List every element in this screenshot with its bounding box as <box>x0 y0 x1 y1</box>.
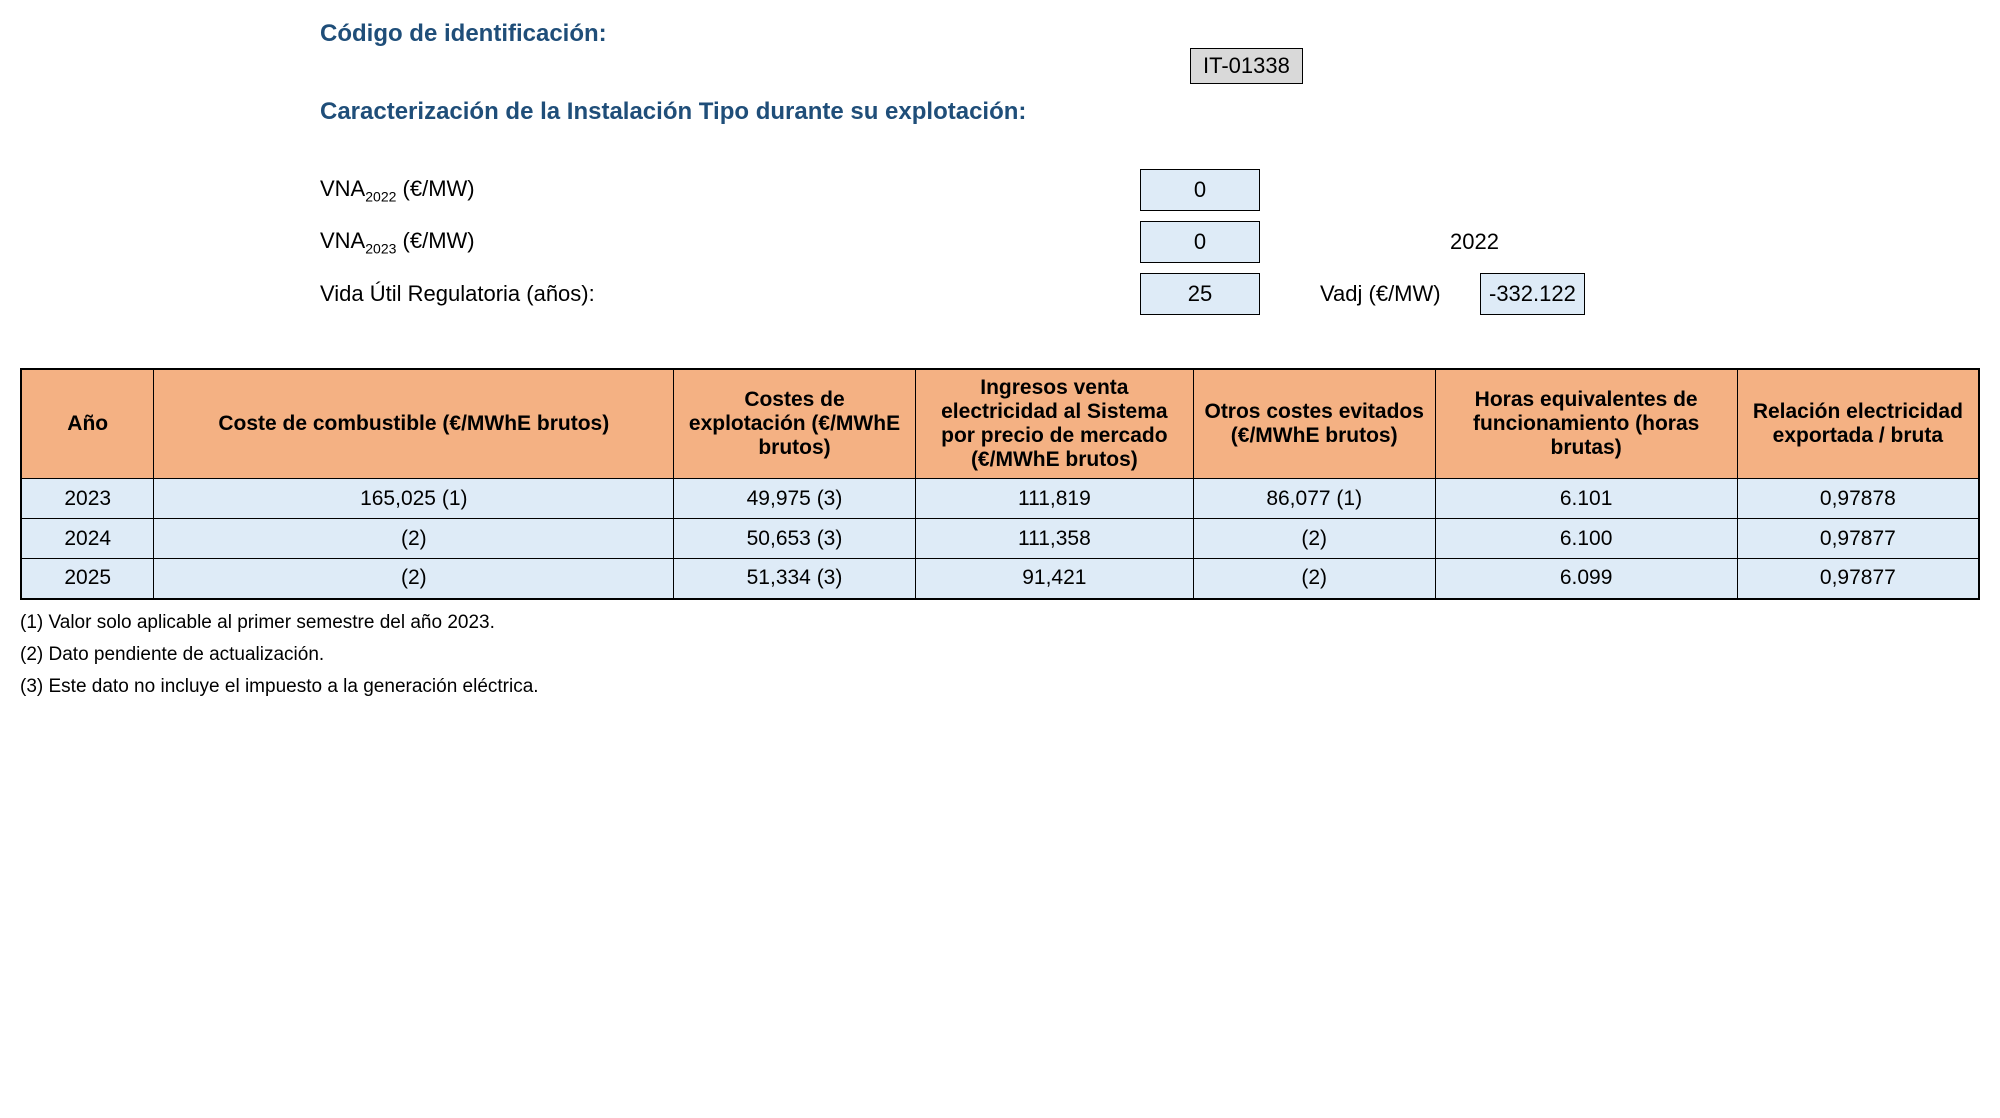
col-comb: Coste de combustible (€/MWhE brutos) <box>154 369 674 479</box>
vna2022-value: 0 <box>1140 169 1260 211</box>
table-cell: 6.101 <box>1435 479 1737 519</box>
footnote: (2) Dato pendiente de actualización. <box>20 644 1980 666</box>
table-row: 2025(2)51,334 (3)91,421(2)6.0990,97877 <box>21 559 1979 599</box>
vadj-value: -332.122 <box>1480 273 1585 315</box>
id-row: Código de identificación: IT-01338 <box>20 20 1980 48</box>
table-cell: 111,819 <box>915 479 1193 519</box>
table-row: 2023165,025 (1)49,975 (3)111,81986,077 (… <box>21 479 1979 519</box>
section-title: Caracterización de la Instalación Tipo d… <box>320 98 1980 126</box>
table-cell: 0,97877 <box>1737 559 1979 599</box>
table-cell: (2) <box>1193 559 1435 599</box>
table-cell: 111,358 <box>915 519 1193 559</box>
col-ingr: Ingresos venta electricidad al Sistema p… <box>915 369 1193 479</box>
table-cell: 0,97878 <box>1737 479 1979 519</box>
col-ano: Año <box>21 369 154 479</box>
param-vna2022: VNA2022 (€/MW) 0 <box>320 166 1980 214</box>
table-cell: 0,97877 <box>1737 519 1979 559</box>
table-cell: 165,025 (1) <box>154 479 674 519</box>
col-otros: Otros costes evitados (€/MWhE brutos) <box>1193 369 1435 479</box>
table-cell: 6.099 <box>1435 559 1737 599</box>
table-cell: 86,077 (1) <box>1193 479 1435 519</box>
table-cell: (2) <box>154 559 674 599</box>
vna2023-label: VNA2023 (€/MW) <box>320 228 880 256</box>
vida-label: Vida Útil Regulatoria (años): <box>320 281 880 307</box>
header-row: Año Coste de combustible (€/MWhE brutos)… <box>21 369 1979 479</box>
table-cell: 50,653 (3) <box>674 519 916 559</box>
footnote: (1) Valor solo aplicable al primer semes… <box>20 612 1980 634</box>
vna2022-label: VNA2022 (€/MW) <box>320 176 880 204</box>
table-row: 2024(2)50,653 (3)111,358(2)6.1000,97877 <box>21 519 1979 559</box>
vna2023-value: 0 <box>1140 221 1260 263</box>
col-expl: Costes de explotación (€/MWhE brutos) <box>674 369 916 479</box>
footnotes: (1) Valor solo aplicable al primer semes… <box>20 612 1980 698</box>
side-year: 2022 <box>1450 229 1499 255</box>
table-cell: 2024 <box>21 519 154 559</box>
table-cell: (2) <box>154 519 674 559</box>
vadj-label: Vadj (€/MW) <box>1320 281 1441 307</box>
id-value-box: IT-01338 <box>1190 48 1303 84</box>
data-table: Año Coste de combustible (€/MWhE brutos)… <box>20 368 1980 600</box>
id-label: Código de identificación: <box>320 20 1980 48</box>
table-cell: 2025 <box>21 559 154 599</box>
col-horas: Horas equivalentes de funcionamiento (ho… <box>1435 369 1737 479</box>
table-cell: 51,334 (3) <box>674 559 916 599</box>
col-rel: Relación electricidad exportada / bruta <box>1737 369 1979 479</box>
footnote: (3) Este dato no incluye el impuesto a l… <box>20 676 1980 698</box>
vida-value: 25 <box>1140 273 1260 315</box>
param-vna2023: VNA2023 (€/MW) 0 2022 <box>320 218 1980 266</box>
table-cell: 2023 <box>21 479 154 519</box>
table-cell: 91,421 <box>915 559 1193 599</box>
table-cell: 6.100 <box>1435 519 1737 559</box>
table-cell: (2) <box>1193 519 1435 559</box>
document-root: Código de identificación: IT-01338 Carac… <box>20 20 1980 698</box>
table-cell: 49,975 (3) <box>674 479 916 519</box>
param-vida: Vida Útil Regulatoria (años): 25 Vadj (€… <box>320 270 1980 318</box>
